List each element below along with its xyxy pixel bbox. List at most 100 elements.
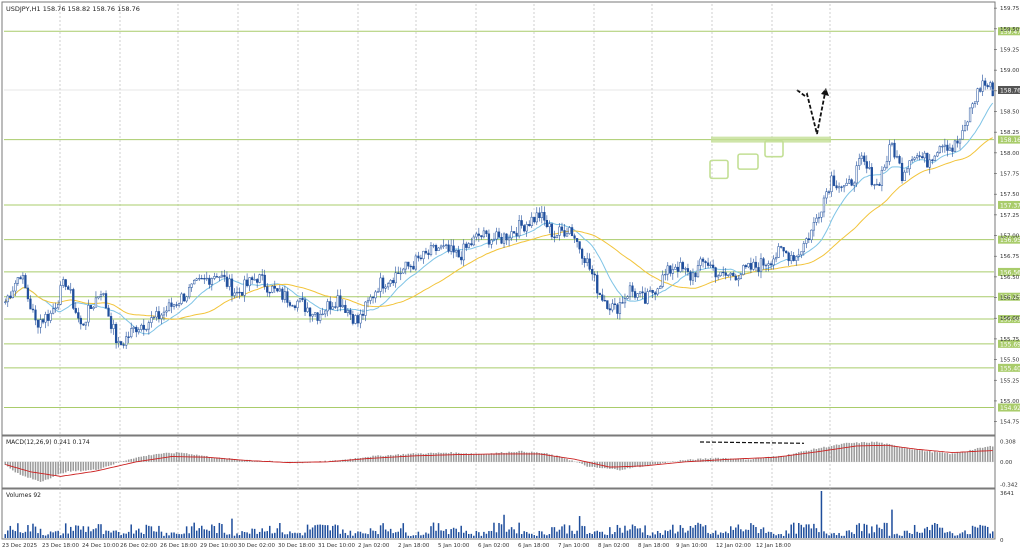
candle-body <box>760 259 762 272</box>
volume-bar <box>783 536 785 538</box>
volume-bar <box>277 528 279 538</box>
volume-bar <box>244 532 246 538</box>
volume-bar <box>740 529 742 538</box>
candle-body <box>564 230 566 236</box>
candle-body <box>120 341 122 344</box>
macd-histogram-bar <box>919 450 921 462</box>
volume-bar <box>178 534 180 538</box>
volume-bar <box>695 525 697 538</box>
candle-body <box>705 261 707 262</box>
macd-histogram-bar <box>173 453 175 461</box>
candle-body <box>569 227 571 233</box>
volume-bar <box>125 534 127 538</box>
candle-body <box>561 227 563 230</box>
volume-bar <box>594 531 596 538</box>
volume-bar <box>602 532 604 538</box>
candle-body <box>551 224 553 237</box>
candle-body <box>95 298 97 307</box>
macd-histogram-bar <box>171 453 173 462</box>
candle-body <box>896 156 898 157</box>
volume-bar <box>314 525 316 538</box>
candle-body <box>826 192 828 198</box>
candle-body <box>664 274 666 275</box>
price-tick-label: 155.75 <box>1000 337 1020 343</box>
volume-bar <box>959 534 961 538</box>
macd-tick-label: 0.00 <box>1000 460 1013 466</box>
candle-body <box>181 294 183 304</box>
level-badge-label: 158.16 <box>1000 137 1021 144</box>
candle-body <box>674 267 676 269</box>
candle-body <box>90 305 92 308</box>
volume-bar <box>561 526 563 538</box>
candle-body <box>65 280 67 287</box>
candle-body <box>702 259 704 261</box>
candle-body <box>536 213 538 222</box>
candle-body <box>17 277 19 283</box>
macd-histogram-bar <box>823 447 825 462</box>
candle-body <box>256 279 258 282</box>
macd-histogram-bar <box>914 450 916 462</box>
macd-histogram-bar <box>428 453 430 462</box>
volume-bar <box>727 533 729 538</box>
candle-body <box>805 239 807 244</box>
candle-body <box>423 251 425 259</box>
macd-histogram-bar <box>979 448 981 462</box>
macd-histogram-bar <box>934 451 936 461</box>
macd-histogram-bar <box>884 444 886 462</box>
price-tick-label: 155.25 <box>1000 378 1020 384</box>
volume-bar <box>861 531 863 538</box>
macd-histogram-bar <box>377 455 379 462</box>
volume-bar <box>327 525 329 538</box>
candle-body <box>468 244 470 248</box>
candle-body <box>344 305 346 312</box>
macd-histogram-bar <box>153 455 155 462</box>
volume-bar <box>309 529 311 538</box>
candle-body <box>868 167 870 168</box>
volume-bar <box>942 528 944 538</box>
macd-histogram-bar <box>362 458 364 462</box>
time-tick-label: 26 Dec 02:00 <box>120 543 157 549</box>
volume-bar <box>642 532 644 538</box>
volume-label: Volumes 92 <box>6 492 41 499</box>
macd-histogram-bar <box>481 454 483 462</box>
volume-bar <box>806 524 808 538</box>
macd-histogram-bar <box>488 454 490 462</box>
volume-bar <box>47 534 49 538</box>
candle-body <box>748 263 750 267</box>
volume-bar <box>891 510 893 538</box>
candle-body <box>198 278 200 279</box>
candle-body <box>735 276 737 280</box>
candle-body <box>352 314 354 323</box>
candle-body <box>863 156 865 162</box>
volume-bar <box>680 525 682 538</box>
macd-histogram-bar <box>846 443 848 462</box>
candle-body <box>941 146 943 147</box>
volume-bar <box>549 534 551 538</box>
candle-body <box>294 306 296 308</box>
macd-histogram-bar <box>360 458 362 462</box>
volume-bar <box>687 531 689 538</box>
candle-body <box>287 292 289 303</box>
volume-bar <box>22 533 24 538</box>
volume-bar <box>329 530 331 538</box>
candle-body <box>644 293 646 303</box>
macd-histogram-bar <box>891 445 893 462</box>
volume-bar <box>793 523 795 538</box>
volume-bar <box>133 534 135 538</box>
volume-bar <box>871 526 873 538</box>
candle-body <box>518 220 520 236</box>
candle-body <box>919 156 921 157</box>
volume-bar <box>403 523 405 538</box>
volume-bar <box>889 536 891 538</box>
volume-bar <box>501 524 503 538</box>
volume-bar <box>10 526 12 538</box>
macd-histogram-bar <box>672 461 674 462</box>
candle-body <box>622 303 624 304</box>
candle-body <box>14 283 16 291</box>
volume-bar <box>503 515 505 538</box>
volume-bar <box>599 532 601 538</box>
candle-body <box>881 170 883 185</box>
volume-bar <box>869 533 871 538</box>
